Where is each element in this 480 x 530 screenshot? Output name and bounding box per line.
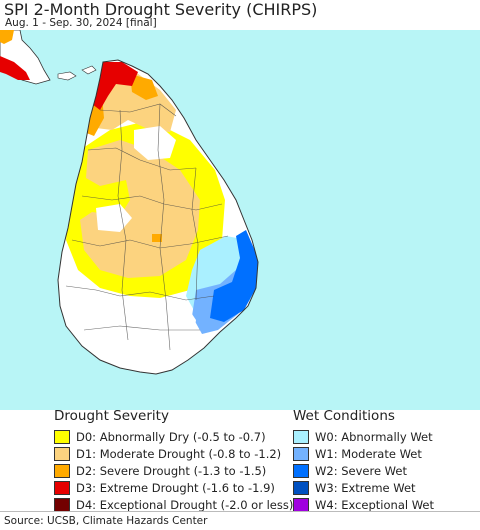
legend-label-d1: D1: Moderate Drought (-0.8 to -1.2) <box>76 446 282 461</box>
legend-label-w3: W3: Extreme Wet <box>315 480 416 495</box>
legend-item-w3: W3: Extreme Wet <box>293 479 434 496</box>
legend-label-w1: W1: Moderate Wet <box>315 446 422 461</box>
india-extreme-patch <box>0 56 30 80</box>
swatch-d2 <box>54 463 70 478</box>
legend-item-d0: D0: Abnormally Dry (-0.5 to -0.7) <box>54 428 293 445</box>
drought-map <box>0 30 480 410</box>
legend-label-d4: D4: Exceptional Drought (-2.0 or less) <box>76 497 294 512</box>
drought-legend: Drought Severity D0: Abnormally Dry (-0.… <box>54 408 293 513</box>
legend-item-w2: W2: Severe Wet <box>293 462 434 479</box>
swatch-w4 <box>293 497 309 512</box>
map-title: SPI 2-Month Drought Severity (CHIRPS) <box>4 0 318 19</box>
swatch-w1 <box>293 446 309 461</box>
sri-lanka-coastline <box>57 59 259 375</box>
legend-item-d3: D3: Extreme Drought (-1.6 to -1.9) <box>54 479 293 496</box>
swatch-d0 <box>54 429 70 444</box>
d1-region-central <box>80 140 200 278</box>
india-drought-patch <box>0 30 14 44</box>
d2-region-center <box>152 234 162 242</box>
swatch-d1 <box>54 446 70 461</box>
district-boundaries <box>65 103 229 351</box>
legend-label-d3: D3: Extreme Drought (-1.6 to -1.9) <box>76 480 275 495</box>
legend-label-d0: D0: Abnormally Dry (-0.5 to -0.7) <box>76 429 266 444</box>
w2-region <box>210 230 258 322</box>
d3-region <box>92 62 138 110</box>
india-islet-1 <box>57 71 77 81</box>
legend-item-d2: D2: Severe Drought (-1.3 to -1.5) <box>54 462 293 479</box>
swatch-w2 <box>293 463 309 478</box>
normal-patch-a <box>134 126 176 160</box>
source-credit: Source: UCSB, Climate Hazards Center <box>4 515 208 527</box>
swatch-w0 <box>293 429 309 444</box>
drought-legend-heading: Drought Severity <box>54 408 169 424</box>
wet-legend: Wet Conditions W0: Abnormally Wet W1: Mo… <box>293 408 434 513</box>
map-subtitle: Aug. 1 - Sep. 30, 2024 [final] <box>5 17 157 29</box>
legend-item-w0: W0: Abnormally Wet <box>293 428 434 445</box>
legend-item-w1: W1: Moderate Wet <box>293 445 434 462</box>
legend-item-d1: D1: Moderate Drought (-0.8 to -1.2) <box>54 445 293 462</box>
legend-label-w0: W0: Abnormally Wet <box>315 429 433 444</box>
india-islet-2 <box>81 65 97 75</box>
swatch-w3 <box>293 480 309 495</box>
legend-label-w4: W4: Exceptional Wet <box>315 497 434 512</box>
legend-label-d2: D2: Severe Drought (-1.3 to -1.5) <box>76 463 267 478</box>
footer-divider <box>0 511 480 512</box>
wet-legend-heading: Wet Conditions <box>293 408 395 424</box>
legend-item-w4: W4: Exceptional Wet <box>293 496 434 513</box>
swatch-d3 <box>54 480 70 495</box>
legend-label-w2: W2: Severe Wet <box>315 463 407 478</box>
swatch-d4 <box>54 497 70 512</box>
d2-region-ne <box>130 74 158 100</box>
